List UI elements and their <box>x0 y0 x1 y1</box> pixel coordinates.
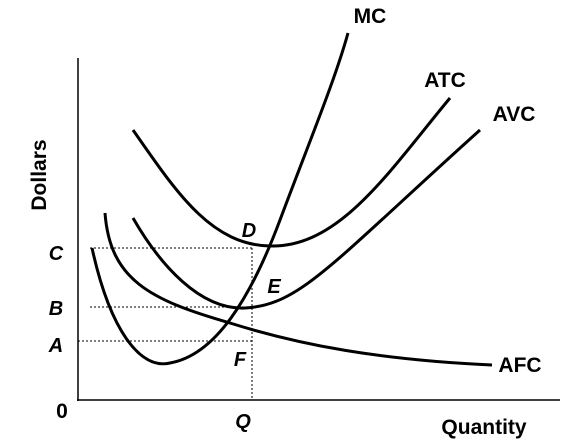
curve-label: AFC <box>498 354 541 377</box>
y-tick-label: B <box>49 298 63 320</box>
atc-curve <box>131 97 452 248</box>
y-tick-label: A <box>48 335 63 357</box>
origin-label: 0 <box>56 400 68 423</box>
x-axis-label: Quantity <box>441 416 526 439</box>
curve-label: AVC <box>493 103 536 126</box>
mc-curve <box>90 32 350 366</box>
point-label: F <box>234 349 247 371</box>
point-label: E <box>267 276 281 298</box>
curve-label: MC <box>354 5 387 28</box>
curve-label: ATC <box>424 69 466 92</box>
y-axis-label: Dollars <box>28 139 51 210</box>
y-tick-label: C <box>49 243 64 265</box>
avc-curve <box>131 128 482 310</box>
x-tick-label: Q <box>235 411 251 433</box>
point-label: D <box>242 220 256 242</box>
afc-curve <box>103 212 493 367</box>
